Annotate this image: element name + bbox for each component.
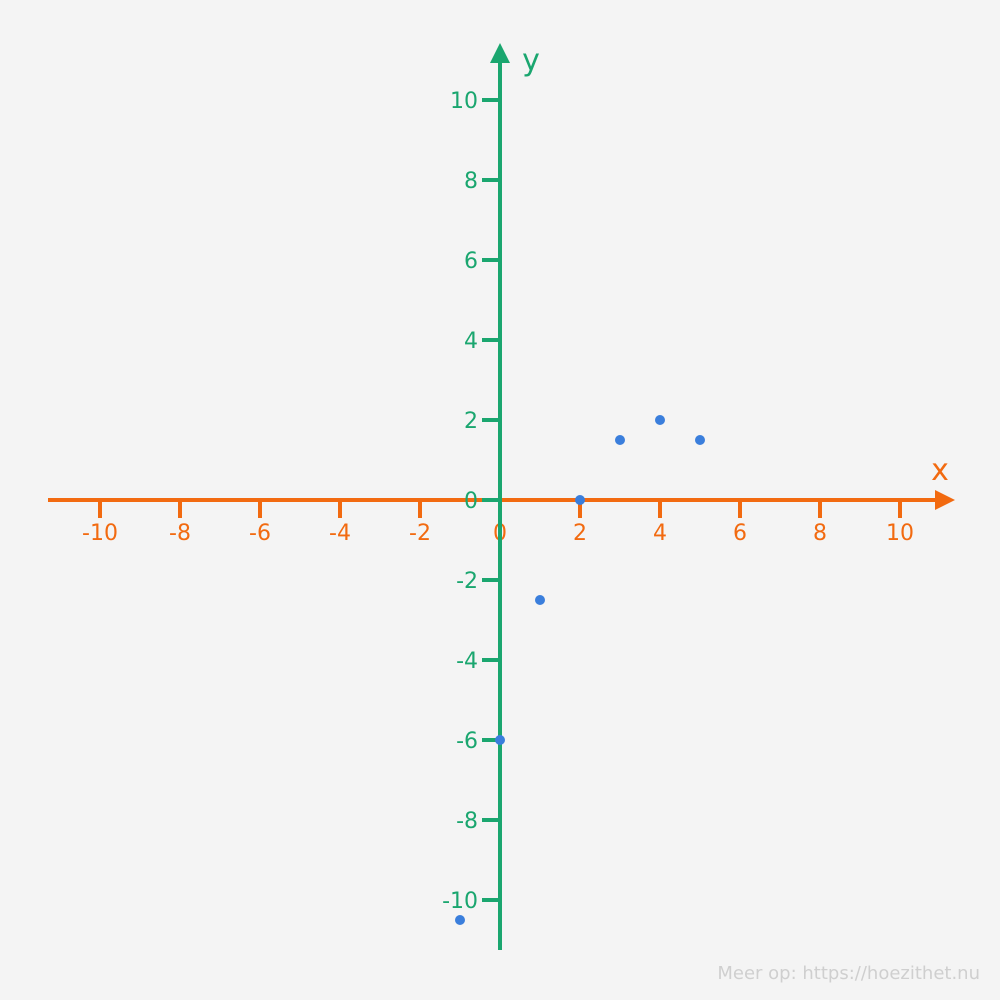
y-axis-arrow [490, 43, 510, 63]
data-points [455, 415, 705, 925]
y-tick-label: 6 [464, 249, 478, 274]
y-tick-label: 4 [464, 329, 478, 354]
data-point [535, 595, 545, 605]
y-tick-label: -4 [456, 649, 478, 674]
x-tick-label: 8 [813, 521, 827, 546]
x-tick-label: 10 [886, 521, 914, 546]
x-tick-label: 2 [573, 521, 587, 546]
data-point [575, 495, 585, 505]
y-tick-label: 0 [464, 489, 478, 514]
x-tick-label: -10 [82, 521, 118, 546]
y-tick-label: 8 [464, 169, 478, 194]
y-tick-label: -6 [456, 729, 478, 754]
watermark: Meer op: https://hoezithet.nu [717, 963, 980, 984]
data-point [615, 435, 625, 445]
data-point [695, 435, 705, 445]
x-axis-label: x [931, 453, 949, 488]
x-tick-label: 4 [653, 521, 667, 546]
x-tick-label: -4 [329, 521, 351, 546]
data-point [655, 415, 665, 425]
x-tick-label: -2 [409, 521, 431, 546]
y-tick-label: -2 [456, 569, 478, 594]
y-tick-label: 10 [450, 89, 478, 114]
x-axis-arrow [935, 490, 955, 510]
x-tick-label: -8 [169, 521, 191, 546]
data-point [495, 735, 505, 745]
x-tick-label: 6 [733, 521, 747, 546]
x-tick-label: -6 [249, 521, 271, 546]
y-axis-label: y [522, 43, 540, 78]
y-tick-label: 2 [464, 409, 478, 434]
x-axis: -10 -8 -6 -4 -2 0 2 4 6 8 10 x [48, 453, 955, 546]
data-point [455, 915, 465, 925]
y-tick-label: -10 [442, 889, 478, 914]
y-axis: 10 8 6 4 2 0 -2 -4 -6 -8 -10 y [442, 43, 540, 950]
y-tick-label: -8 [456, 809, 478, 834]
